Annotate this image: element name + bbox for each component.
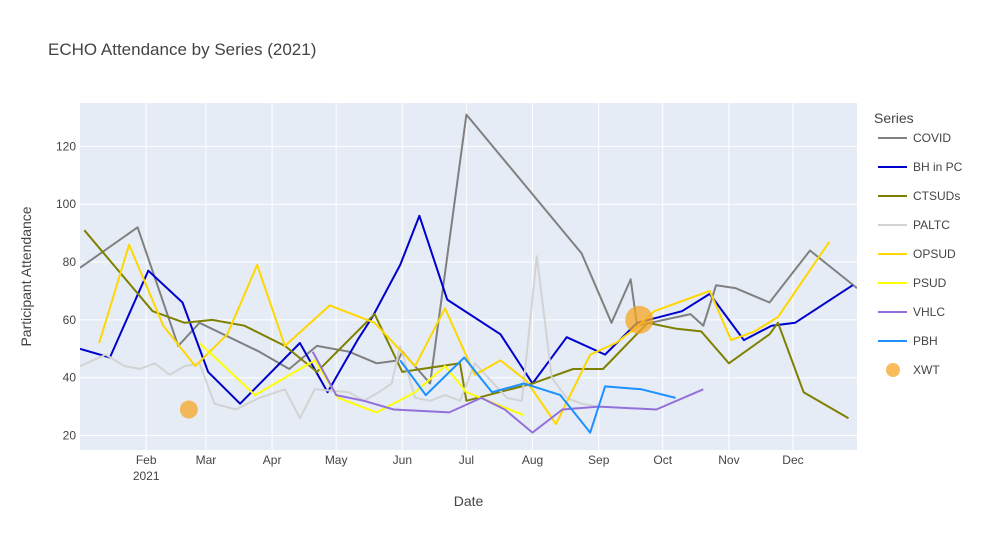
x-tick-label: Dec (782, 453, 803, 467)
series-group (80, 113, 857, 434)
y-tick-label: 40 (63, 371, 77, 385)
x-tick-label: Oct (653, 453, 672, 467)
x-tick-label: Aug (522, 453, 543, 467)
legend-label-xwt: XWT (913, 363, 940, 377)
y-tick-label: 20 (63, 429, 77, 443)
x-tick-year-label: 2021 (133, 469, 160, 483)
plot-area (80, 103, 857, 450)
x-tick-label: Jul (459, 453, 474, 467)
legend-label-bh-in-pc: BH in PC (913, 160, 963, 174)
series-xwt-point (625, 305, 654, 334)
y-tick-label: 80 (63, 255, 77, 269)
legend-title: Series (874, 110, 914, 126)
x-tick-label: May (325, 453, 348, 467)
y-tick-label: 120 (56, 139, 76, 153)
y-tick-label: 100 (56, 197, 76, 211)
x-tick-label: Feb (136, 453, 157, 467)
x-tick-label: Jun (393, 453, 412, 467)
series-vhlc-line (311, 351, 704, 434)
x-tick-label: Apr (263, 453, 282, 467)
legend-label-paltc: PALTC (913, 218, 950, 232)
x-tick-label: Mar (196, 453, 217, 467)
series-covid-line (80, 113, 857, 385)
x-tick-label: Sep (588, 453, 610, 467)
x-axis-title: Date (454, 493, 484, 509)
legend: Series COVID BH in PC CTSUDs PALTC OPSUD PSUD… (874, 110, 963, 377)
series-ctsuds-line (83, 229, 850, 420)
y-axis-title: Participant Attendance (18, 206, 34, 346)
x-tick-label: Nov (718, 453, 739, 467)
series-opsud-line (98, 241, 831, 425)
legend-label-opsud: OPSUD (913, 247, 956, 261)
legend-label-covid: COVID (913, 131, 951, 145)
legend-label-pbh: PBH (913, 334, 938, 348)
legend-label-vhlc: VHLC (913, 305, 945, 319)
y-axis-ticks: 20 40 60 80 100 120 (56, 139, 76, 442)
x-axis-ticks: Feb 2021 Mar Apr May Jun Jul Aug Sep Oct Nov Dec (133, 453, 804, 483)
chart-title: ECHO Attendance by Series (2021) (48, 40, 316, 59)
series-pbh-line (399, 356, 676, 434)
series-psud-line (198, 342, 525, 417)
legend-swatch-xwt (886, 363, 900, 377)
y-tick-label: 60 (63, 313, 77, 327)
legend-label-ctsuds: CTSUDs (913, 189, 960, 203)
legend-label-psud: PSUD (913, 276, 947, 290)
series-xwt-point (179, 400, 198, 419)
